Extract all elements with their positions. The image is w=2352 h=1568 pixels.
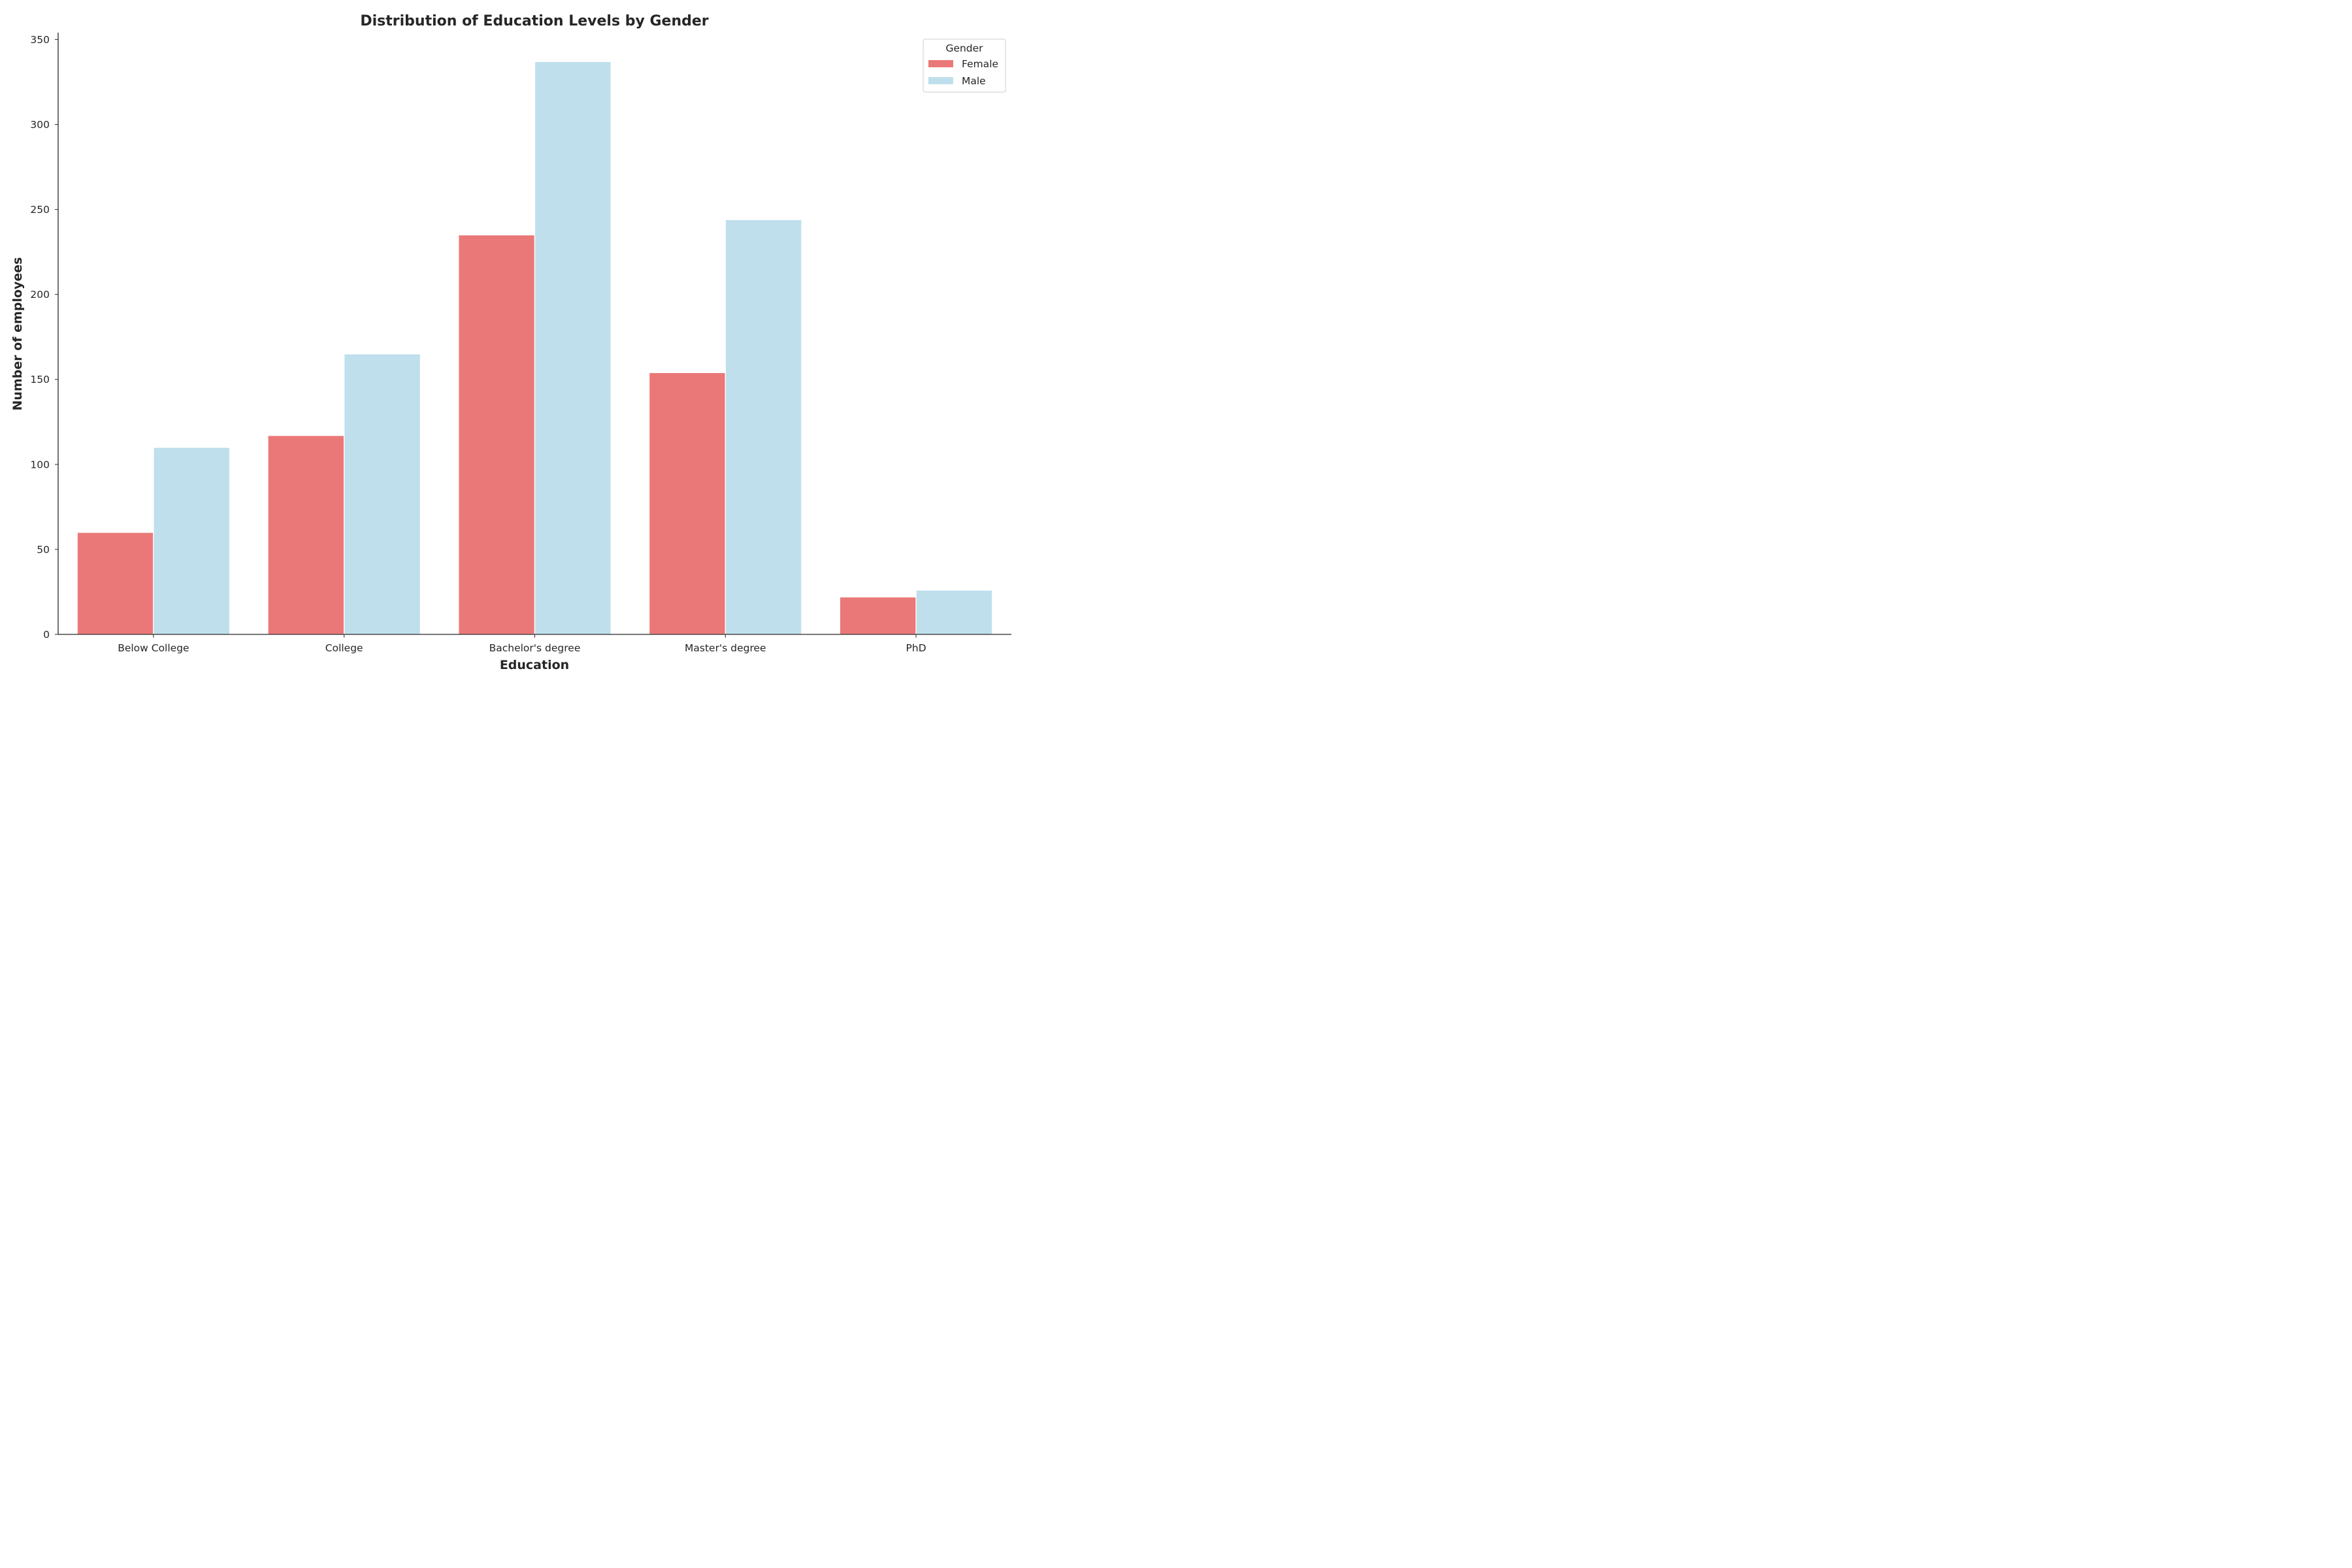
x-ticks-group: Below College College Bachelor's degree Mas…: [118, 634, 926, 654]
y-tick-label: 150: [30, 374, 50, 385]
legend-swatch-male: [928, 77, 953, 84]
y-tick-label: 250: [30, 204, 50, 216]
bar-female-phd: [839, 596, 917, 635]
legend-items: Female Male: [928, 58, 998, 87]
y-tick-label: 350: [30, 34, 50, 46]
y-ticks-group: 0 50 100 150 200 250 300 350: [30, 34, 58, 641]
bar-female-below-college: [76, 532, 154, 635]
bars-group: [76, 61, 993, 635]
y-tick-label: 100: [30, 459, 50, 470]
legend-label-female: Female: [962, 58, 998, 70]
x-tick-label-bachelor-s-degree: Bachelor's degree: [489, 642, 581, 654]
legend-swatch-female: [928, 60, 953, 67]
bar-female-master-s-degree: [648, 372, 726, 635]
x-axis-label: Education: [500, 658, 569, 672]
chart: Distribution of Education Levels by Gend…: [10, 13, 1011, 672]
bar-male-bachelor-s-degree: [534, 61, 612, 635]
y-tick-label: 300: [30, 119, 50, 131]
bar-male-below-college: [153, 447, 231, 635]
x-tick-label-master-s-degree: Master's degree: [685, 642, 766, 654]
x-tick-label-phd: PhD: [906, 642, 926, 654]
legend: Gender Female Male: [923, 39, 1006, 93]
x-tick-label-college: College: [325, 642, 363, 654]
bar-female-bachelor-s-degree: [458, 234, 536, 635]
bar-male-college: [344, 353, 421, 635]
chart-title: Distribution of Education Levels by Gend…: [360, 13, 708, 29]
bar-male-master-s-degree: [725, 219, 802, 635]
bar-male-phd: [915, 589, 993, 635]
y-tick-label: 200: [30, 289, 50, 301]
x-tick-label-below-college: Below College: [118, 642, 189, 654]
legend-label-male: Male: [962, 75, 986, 87]
bar-female-college: [267, 434, 345, 635]
y-tick-label: 0: [43, 629, 50, 641]
y-tick-label: 50: [37, 544, 50, 555]
y-axis-label: Number of employees: [10, 257, 25, 411]
legend-title: Gender: [945, 42, 983, 54]
